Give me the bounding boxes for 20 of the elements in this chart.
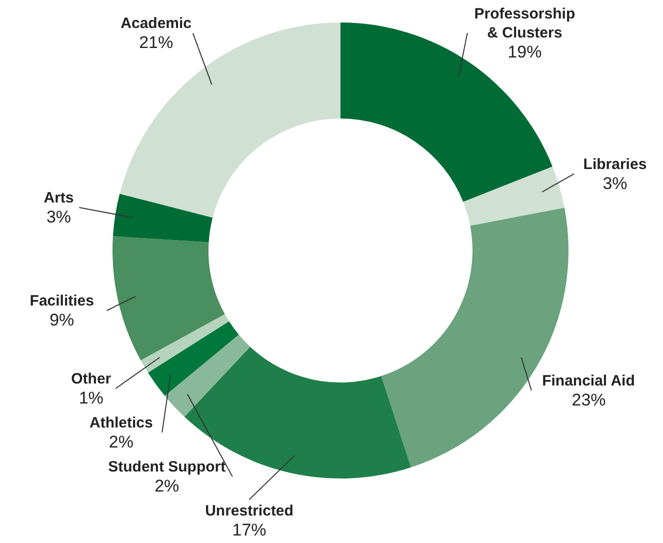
data-label: 23% [572, 390, 606, 410]
slice-label: Financial Aid [542, 372, 635, 390]
data-label: 2% [108, 432, 134, 452]
data-label: 19% [508, 42, 542, 62]
data-label: 3% [602, 174, 628, 193]
slice-label: Facilities [30, 292, 94, 310]
slice-label: Unrestricted [205, 502, 294, 520]
data-label: 1% [78, 388, 104, 408]
data-label: 2% [154, 476, 180, 496]
slice-label: Academic [120, 15, 192, 32]
data-label: 17% [232, 520, 266, 540]
data-label: 21% [139, 33, 174, 52]
slice-label: Athletics [90, 414, 153, 432]
slice-label: Other [71, 370, 112, 388]
slice-label: Professorship & Clusters [474, 6, 576, 42]
slice-label: Arts [44, 189, 74, 206]
data-label: 3% [46, 207, 72, 226]
data-label: 9% [50, 310, 74, 330]
slice-label: Libraries [583, 156, 647, 173]
slice-label: Student Support [108, 458, 226, 476]
